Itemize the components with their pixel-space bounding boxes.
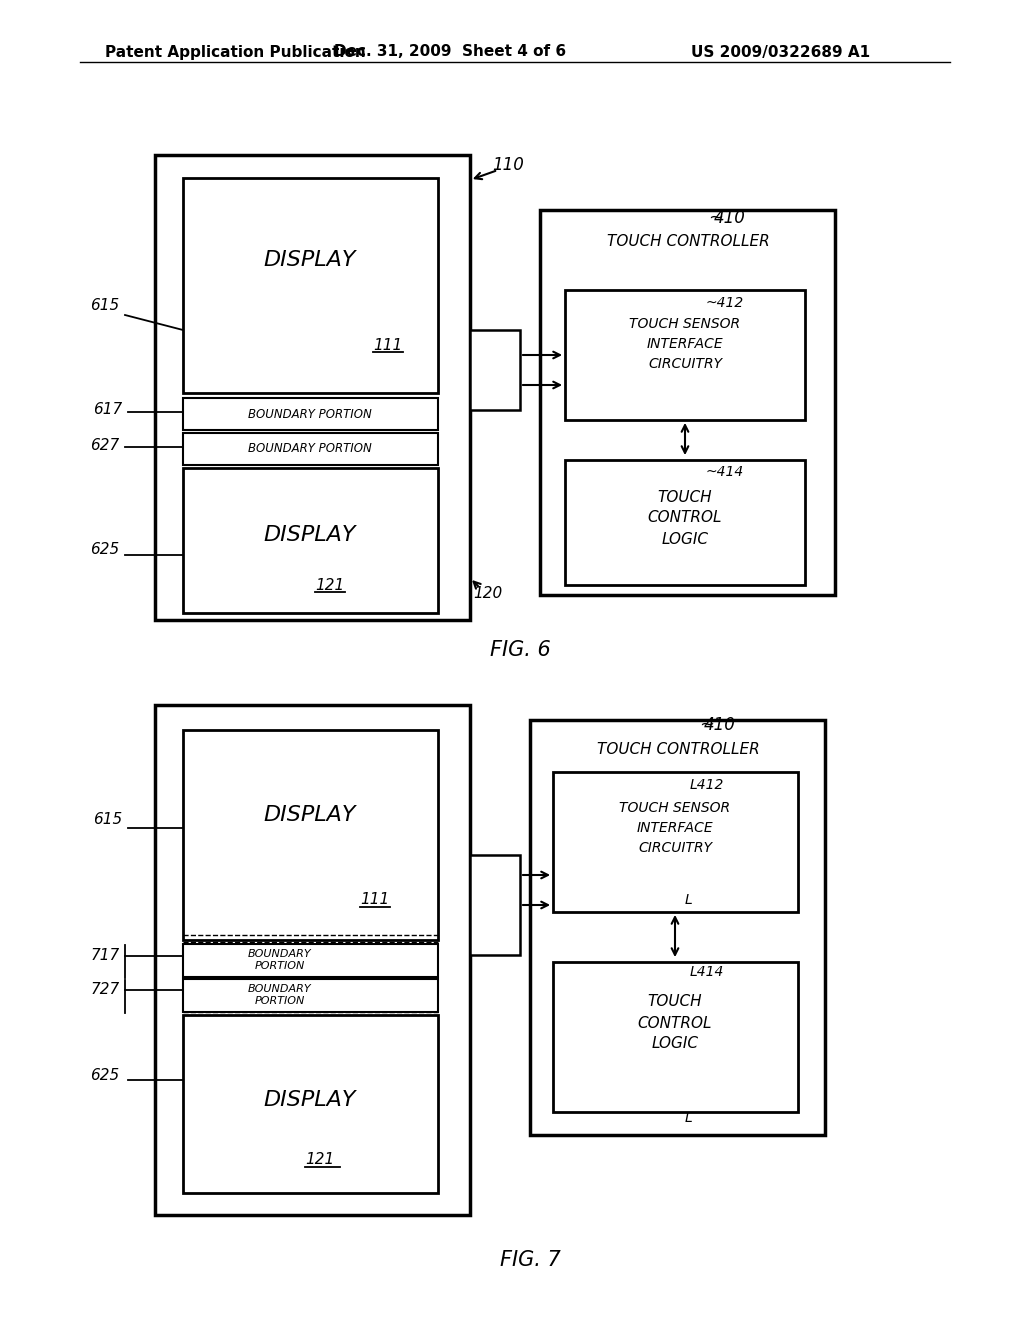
Bar bbox=[470, 855, 520, 954]
Text: L414: L414 bbox=[690, 965, 724, 979]
Text: 120: 120 bbox=[473, 586, 503, 601]
Text: LOGIC: LOGIC bbox=[651, 1036, 698, 1052]
Text: 615: 615 bbox=[93, 813, 123, 828]
Text: TOUCH SENSOR: TOUCH SENSOR bbox=[630, 317, 740, 331]
Bar bbox=[155, 154, 470, 620]
Text: Patent Application Publication: Patent Application Publication bbox=[105, 45, 366, 59]
Bar bbox=[183, 944, 438, 977]
Text: Dec. 31, 2009  Sheet 4 of 6: Dec. 31, 2009 Sheet 4 of 6 bbox=[334, 45, 566, 59]
Text: L: L bbox=[685, 1111, 693, 1125]
Text: DISPLAY: DISPLAY bbox=[264, 525, 356, 545]
Text: L: L bbox=[685, 894, 693, 907]
Text: 717: 717 bbox=[90, 948, 120, 962]
Text: 121: 121 bbox=[315, 578, 345, 593]
Text: DISPLAY: DISPLAY bbox=[264, 249, 356, 271]
Bar bbox=[183, 399, 438, 430]
Text: DISPLAY: DISPLAY bbox=[264, 1090, 356, 1110]
Text: 627: 627 bbox=[90, 437, 120, 453]
Text: TOUCH CONTROLLER: TOUCH CONTROLLER bbox=[606, 235, 769, 249]
Text: INTERFACE: INTERFACE bbox=[637, 821, 714, 836]
Text: 615: 615 bbox=[90, 297, 120, 313]
Text: 410: 410 bbox=[714, 209, 745, 227]
Bar bbox=[183, 433, 438, 465]
Bar bbox=[183, 1015, 438, 1193]
Text: ~: ~ bbox=[708, 209, 723, 227]
Bar bbox=[540, 210, 835, 595]
Text: DISPLAY: DISPLAY bbox=[264, 805, 356, 825]
Text: ~: ~ bbox=[699, 715, 714, 734]
Text: 625: 625 bbox=[90, 543, 120, 557]
Bar bbox=[565, 459, 805, 585]
Bar bbox=[530, 719, 825, 1135]
Text: CIRCUITRY: CIRCUITRY bbox=[638, 841, 712, 855]
Text: 121: 121 bbox=[305, 1152, 335, 1167]
Text: 625: 625 bbox=[90, 1068, 120, 1082]
Text: L412: L412 bbox=[690, 777, 724, 792]
Text: CIRCUITRY: CIRCUITRY bbox=[648, 356, 722, 371]
Text: ~412: ~412 bbox=[706, 296, 744, 310]
Text: TOUCH SENSOR: TOUCH SENSOR bbox=[620, 801, 730, 814]
Text: FIG. 6: FIG. 6 bbox=[489, 640, 550, 660]
Text: 111: 111 bbox=[360, 892, 389, 908]
Bar bbox=[183, 730, 438, 940]
Text: ~414: ~414 bbox=[706, 465, 744, 479]
Text: TOUCH: TOUCH bbox=[657, 490, 713, 504]
Text: BOUNDARY PORTION: BOUNDARY PORTION bbox=[248, 442, 372, 455]
Bar bbox=[183, 979, 438, 1012]
Bar bbox=[553, 962, 798, 1111]
Bar bbox=[183, 178, 438, 393]
Bar bbox=[553, 772, 798, 912]
Text: US 2009/0322689 A1: US 2009/0322689 A1 bbox=[691, 45, 870, 59]
Text: PORTION: PORTION bbox=[255, 961, 305, 972]
Text: 111: 111 bbox=[374, 338, 402, 352]
Text: TOUCH CONTROLLER: TOUCH CONTROLLER bbox=[597, 742, 760, 758]
Bar bbox=[183, 469, 438, 612]
Text: 410: 410 bbox=[705, 715, 736, 734]
Text: LOGIC: LOGIC bbox=[662, 532, 709, 546]
Text: TOUCH: TOUCH bbox=[648, 994, 702, 1010]
Bar bbox=[155, 705, 470, 1214]
Text: CONTROL: CONTROL bbox=[648, 511, 722, 525]
Bar bbox=[565, 290, 805, 420]
Text: 110: 110 bbox=[493, 156, 524, 174]
Bar bbox=[470, 330, 520, 411]
Text: 617: 617 bbox=[93, 403, 123, 417]
Text: INTERFACE: INTERFACE bbox=[647, 337, 723, 351]
Text: CONTROL: CONTROL bbox=[638, 1015, 713, 1031]
Text: BOUNDARY: BOUNDARY bbox=[248, 983, 312, 994]
Text: FIG. 7: FIG. 7 bbox=[500, 1250, 560, 1270]
Text: BOUNDARY: BOUNDARY bbox=[248, 949, 312, 960]
Text: PORTION: PORTION bbox=[255, 997, 305, 1006]
Text: BOUNDARY PORTION: BOUNDARY PORTION bbox=[248, 408, 372, 421]
Text: 727: 727 bbox=[90, 982, 120, 998]
